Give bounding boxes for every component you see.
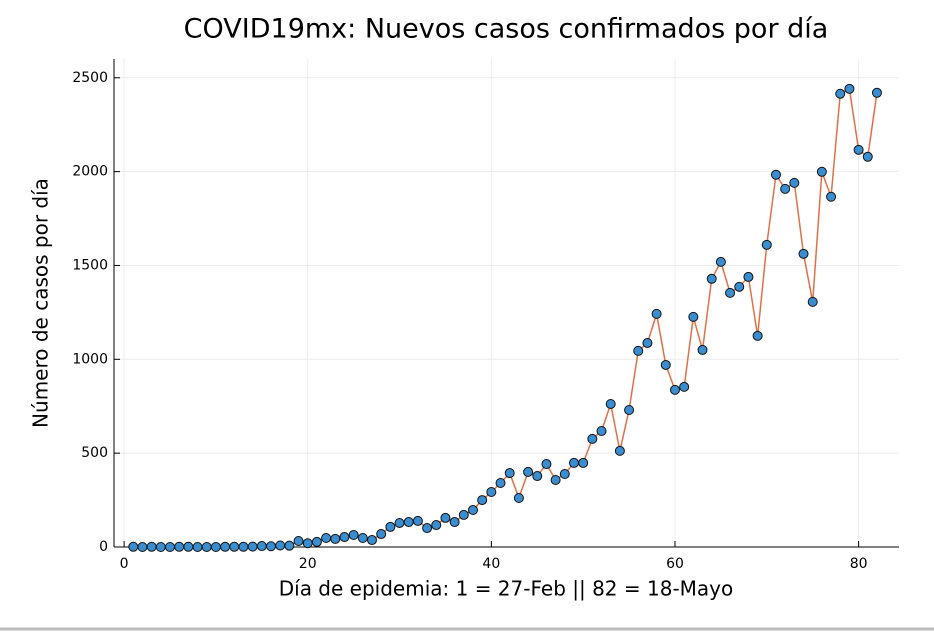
data-point [587,433,598,444]
data-point [780,183,791,194]
data-point [642,337,653,348]
data-point [293,535,304,546]
data-point [697,344,708,355]
data-point [146,541,157,552]
data-point [523,466,534,477]
data-point [165,542,176,552]
data-point [366,535,377,546]
data-point [734,281,745,292]
data-point [752,330,763,341]
data-point [669,384,680,395]
data-point [633,345,644,356]
data-point [725,287,736,298]
data-point [706,273,717,284]
data-point [596,426,607,437]
data-point [431,520,442,531]
data-point [155,542,166,552]
data-point [174,541,185,552]
data-point [495,477,506,488]
data-point [651,308,662,319]
x-tick-label: 60 [666,556,684,572]
data-point [275,540,286,551]
data-point [385,521,396,532]
data-point [477,495,488,506]
data-point [541,459,552,470]
data-point [504,468,515,479]
data-point [679,381,690,392]
data-point [229,541,240,552]
data-point [128,541,139,552]
data-point [660,359,671,370]
data-point [403,517,414,528]
data-point [743,271,754,282]
data-point [789,177,800,188]
data-point [201,542,212,552]
data-point [624,404,635,415]
x-tick-label: 40 [482,556,500,572]
data-point [835,88,846,99]
data-point [807,296,818,307]
data-point [449,517,460,528]
data-point [183,541,194,552]
data-point [853,144,864,155]
data-point [688,311,699,322]
data-point [321,532,332,543]
data-point [578,457,589,468]
data-point [826,191,837,202]
data-point [550,474,561,485]
y-tick-label: 1500 [72,257,108,273]
data-point [256,541,267,552]
data-point [458,509,469,520]
data-point [532,471,543,482]
data-point [348,529,359,540]
data-point [486,487,497,498]
data-point [192,542,203,552]
data-point [862,151,873,162]
data-point [220,541,231,552]
data-point [844,83,855,94]
y-tick-label: 2000 [72,164,108,180]
data-point [816,166,827,177]
data-point [605,398,616,409]
data-point [513,493,524,504]
y-tick-label: 1000 [72,351,108,367]
data-point [559,468,570,479]
data-point [422,523,433,534]
y-tick-label: 0 [99,539,108,555]
x-axis-label: Día de epidemia: 1 = 27-Feb || 82 = 18-M… [279,577,734,601]
data-point [761,239,772,250]
data-point [339,532,350,543]
y-axis-label: Número de casos por día [29,178,53,428]
data-point [871,87,882,98]
data-point [357,532,368,543]
data-point [440,512,451,523]
x-tick-label: 20 [299,556,317,572]
data-point [798,248,809,259]
data-point [614,445,625,456]
chart-title: COVID19mx: Nuevos casos confirmados por … [184,14,829,45]
x-tick-label: 0 [120,556,129,572]
y-tick-label: 2500 [72,70,108,86]
data-point [770,169,781,180]
data-point [715,256,726,267]
data-point [284,540,295,551]
data-point [137,542,148,552]
data-point [467,505,478,516]
data-point [247,541,258,552]
data-point [210,542,221,552]
x-tick-label: 80 [850,556,868,572]
data-point [330,533,341,544]
data-point [394,517,405,528]
data-point [311,536,322,547]
data-point [238,541,249,552]
data-point [376,529,387,540]
data-point [412,515,423,526]
data-point [568,457,579,468]
y-tick-label: 500 [81,445,108,461]
data-point [266,541,276,552]
data-point [302,538,313,549]
